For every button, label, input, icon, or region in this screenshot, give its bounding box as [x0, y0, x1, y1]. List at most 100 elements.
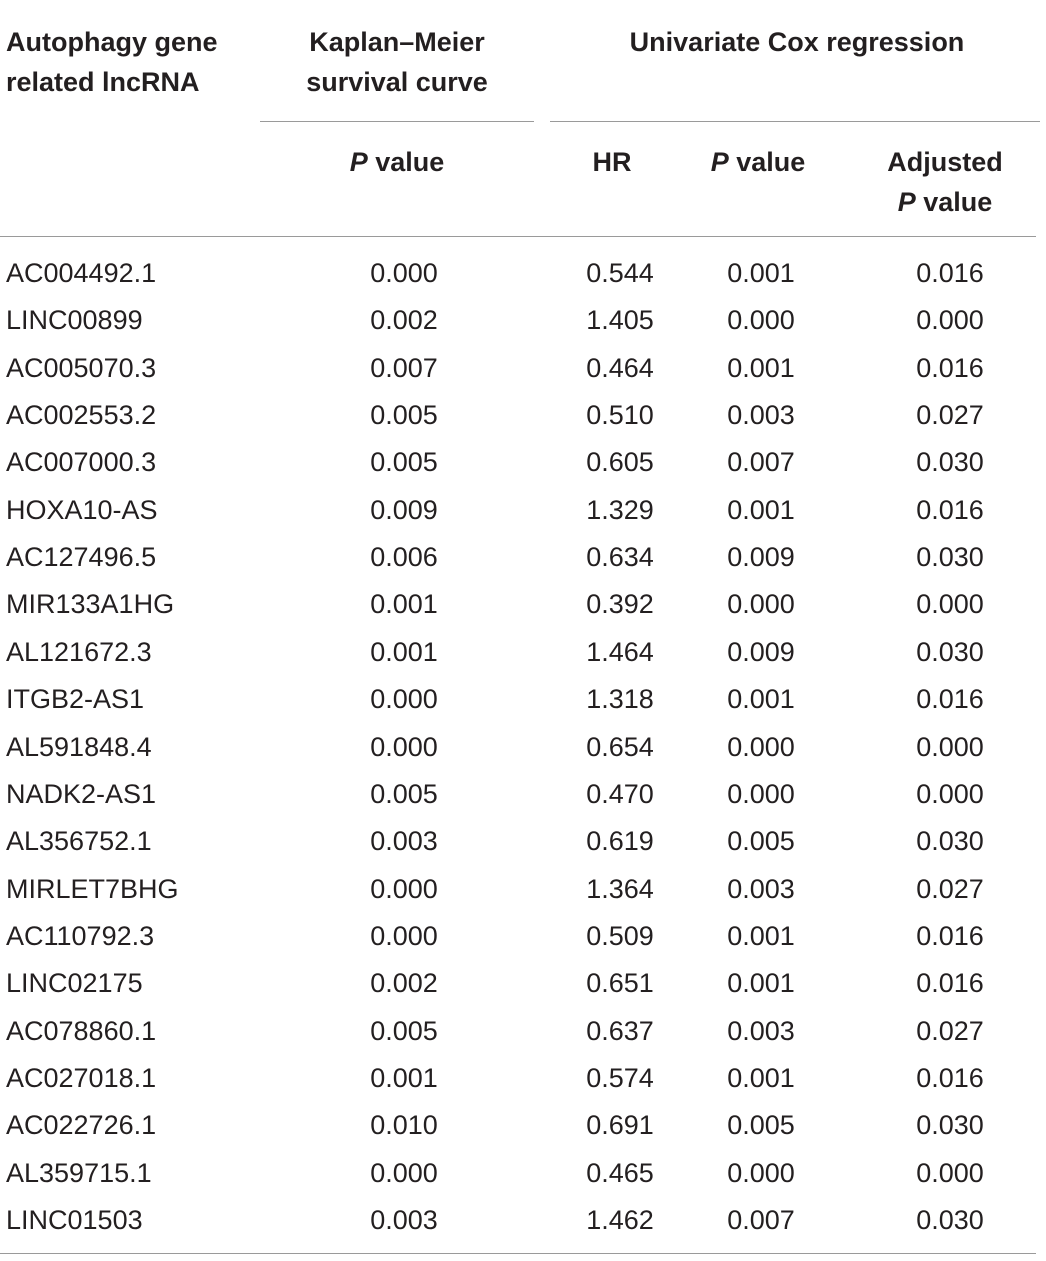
cell-adjusted-pvalue: 0.016	[916, 258, 984, 288]
cell-km-pvalue: 0.000	[370, 258, 438, 288]
cell-hr: 0.651	[586, 968, 654, 998]
cell-gene: AC004492.1	[6, 258, 157, 288]
cell-hr: 0.392	[586, 589, 654, 619]
cell-gene: AC002553.2	[6, 400, 157, 430]
header-gene-line1: Autophagy gene	[6, 27, 218, 57]
cell-hr: 1.405	[586, 305, 654, 335]
cell-hr: 0.654	[586, 732, 654, 762]
cell-hr: 0.634	[586, 542, 654, 572]
cell-cox-pvalue: 0.000	[727, 779, 795, 809]
cell-adjusted-pvalue: 0.000	[916, 779, 984, 809]
header-gene-line2: related lncRNA	[6, 67, 200, 97]
cell-gene: AC110792.3	[6, 921, 155, 951]
cell-km-pvalue: 0.001	[370, 1063, 438, 1093]
header-km-line1: Kaplan–Meier	[309, 27, 485, 57]
cell-hr: 0.544	[586, 258, 654, 288]
cell-hr: 0.465	[586, 1158, 654, 1188]
cell-adjusted-pvalue: 0.027	[916, 874, 984, 904]
cell-gene: AL121672.3	[6, 637, 152, 667]
cell-km-pvalue: 0.005	[370, 1016, 438, 1046]
cell-cox-pvalue: 0.001	[727, 684, 795, 714]
cell-gene: ITGB2-AS1	[6, 684, 145, 714]
cell-km-pvalue: 0.006	[370, 542, 438, 572]
cell-adjusted-pvalue: 0.000	[916, 305, 984, 335]
cell-cox-pvalue: 0.003	[727, 400, 795, 430]
cell-hr: 0.619	[586, 826, 654, 856]
cell-cox-pvalue: 0.005	[727, 1110, 795, 1140]
cell-adjusted-pvalue: 0.016	[916, 353, 984, 383]
cell-adjusted-pvalue: 0.016	[916, 495, 984, 525]
cell-hr: 1.464	[586, 637, 654, 667]
cell-km-pvalue: 0.002	[370, 305, 438, 335]
cell-cox-pvalue: 0.009	[727, 542, 795, 572]
cell-gene: AC022726.1	[6, 1110, 157, 1140]
cell-adjusted-pvalue: 0.000	[916, 1158, 984, 1188]
cell-km-pvalue: 0.000	[370, 874, 438, 904]
cell-cox-pvalue: 0.003	[727, 1016, 795, 1046]
cell-cox-pvalue: 0.001	[727, 353, 795, 383]
header-adjusted-line2: P value	[850, 182, 1040, 222]
cell-gene: MIRLET7BHG	[6, 874, 179, 904]
cell-km-pvalue: 0.007	[370, 353, 438, 383]
header-km-pvalue: P value	[297, 142, 497, 182]
cell-cox-pvalue: 0.001	[727, 1063, 795, 1093]
cell-hr: 0.605	[586, 447, 654, 477]
cell-km-pvalue: 0.002	[370, 968, 438, 998]
header-km: Kaplan–Meier survival curve	[265, 22, 529, 102]
cell-gene: MIR133A1HG	[6, 589, 175, 619]
cell-cox-pvalue: 0.000	[727, 732, 795, 762]
cell-km-pvalue: 0.000	[370, 921, 438, 951]
cell-km-pvalue: 0.009	[370, 495, 438, 525]
cell-adjusted-pvalue: 0.030	[916, 1110, 984, 1140]
cell-km-pvalue: 0.005	[370, 779, 438, 809]
p-rest: value	[367, 147, 445, 177]
cell-gene: AC005070.3	[6, 353, 157, 383]
cell-adjusted-pvalue: 0.027	[916, 1016, 984, 1046]
cell-hr: 1.364	[586, 874, 654, 904]
cell-gene: AC027018.1	[6, 1063, 157, 1093]
cell-cox-pvalue: 0.000	[727, 589, 795, 619]
cell-km-pvalue: 0.001	[370, 637, 438, 667]
cell-cox-pvalue: 0.001	[727, 258, 795, 288]
cell-hr: 0.637	[586, 1016, 654, 1046]
cell-gene: AL359715.1	[6, 1158, 152, 1188]
cell-cox-pvalue: 0.001	[727, 968, 795, 998]
cell-adjusted-pvalue: 0.000	[916, 732, 984, 762]
cell-hr: 0.510	[586, 400, 654, 430]
p-rest: value	[915, 187, 993, 217]
header-cox-group: Univariate Cox regression	[629, 27, 965, 57]
header-group-rule-cox	[550, 121, 1040, 122]
cell-adjusted-pvalue: 0.016	[916, 921, 984, 951]
cell-gene: AC127496.5	[6, 542, 157, 572]
cell-km-pvalue: 0.003	[370, 1205, 438, 1235]
cell-adjusted-pvalue: 0.030	[916, 637, 984, 667]
cell-adjusted-pvalue: 0.016	[916, 968, 984, 998]
cell-cox-pvalue: 0.007	[727, 1205, 795, 1235]
p-rest: value	[728, 147, 806, 177]
cell-gene: AL356752.1	[6, 826, 152, 856]
p-italic: P	[349, 147, 368, 177]
cell-gene: LINC02175	[6, 968, 143, 998]
cell-hr: 1.329	[586, 495, 654, 525]
cell-gene: AC078860.1	[6, 1016, 157, 1046]
cell-cox-pvalue: 0.001	[727, 495, 795, 525]
cell-adjusted-pvalue: 0.027	[916, 400, 984, 430]
cell-km-pvalue: 0.010	[370, 1110, 438, 1140]
cell-km-pvalue: 0.000	[370, 732, 438, 762]
header-gene: Autophagy gene related lncRNA	[6, 22, 218, 102]
cell-adjusted-pvalue: 0.016	[916, 1063, 984, 1093]
cell-gene: AL591848.4	[6, 732, 152, 762]
cell-km-pvalue: 0.000	[370, 1158, 438, 1188]
cell-hr: 0.574	[586, 1063, 654, 1093]
cell-km-pvalue: 0.000	[370, 684, 438, 714]
cell-hr: 1.318	[586, 684, 654, 714]
cell-hr: 1.462	[586, 1205, 654, 1235]
p-italic: P	[897, 187, 916, 217]
header-adjusted-line1: Adjusted	[887, 147, 1003, 177]
cell-adjusted-pvalue: 0.016	[916, 684, 984, 714]
cell-adjusted-pvalue: 0.030	[916, 542, 984, 572]
header-group-rule-km	[260, 121, 534, 122]
cell-cox-pvalue: 0.000	[727, 1158, 795, 1188]
header-bottom-rule	[0, 236, 1036, 237]
cell-hr: 0.470	[586, 779, 654, 809]
